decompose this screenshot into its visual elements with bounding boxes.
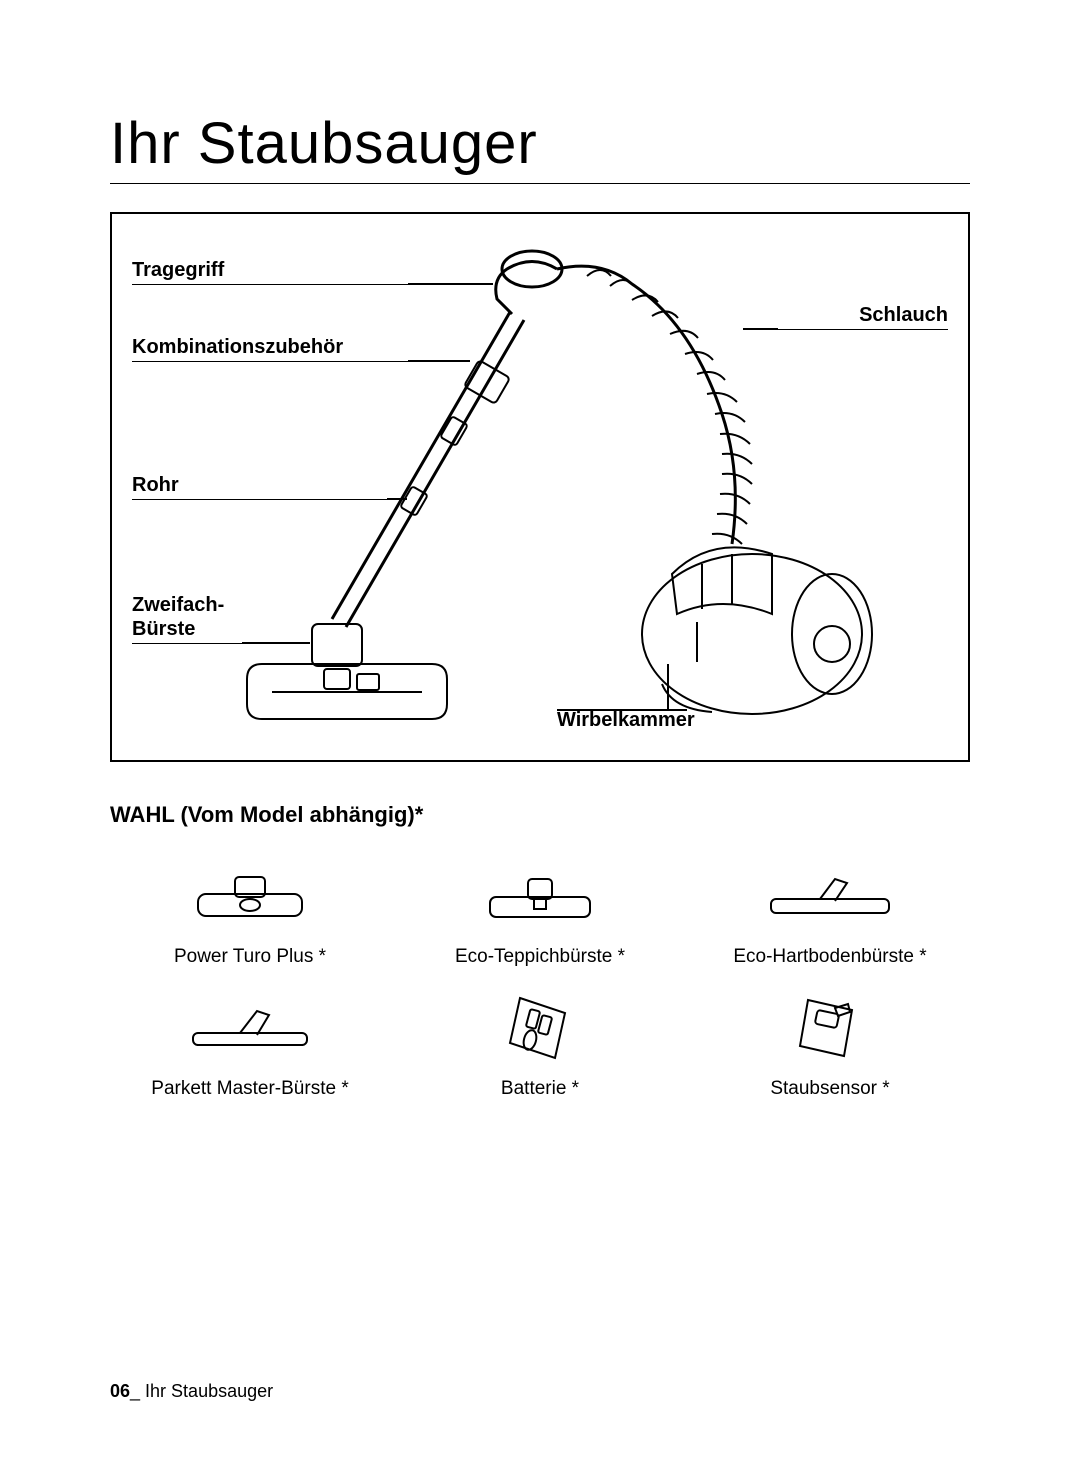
label-hose: Schlauch bbox=[778, 304, 948, 330]
footer-page-number: 06 bbox=[110, 1381, 130, 1401]
leader-hose bbox=[743, 328, 778, 330]
eco-carpet-brush-icon bbox=[480, 856, 600, 936]
accessory-item: Eco-Teppichbürste * bbox=[400, 856, 680, 968]
accessory-label: Power Turo Plus * bbox=[174, 946, 326, 968]
label-handle: Tragegriff bbox=[132, 259, 408, 285]
accessories-grid: Power Turo Plus * Eco-Teppichbürste * Ec… bbox=[110, 856, 970, 1100]
page-title: Ihr Staubsauger bbox=[110, 110, 970, 184]
accessory-label: Staubsensor * bbox=[770, 1078, 889, 1100]
page-footer: 06_ Ihr Staubsauger bbox=[110, 1381, 273, 1402]
label-cyclone: Wirbelkammer bbox=[557, 709, 695, 734]
power-turo-plus-icon bbox=[190, 856, 310, 936]
accessory-item: Parkett Master-Bürste * bbox=[110, 988, 390, 1100]
leader-cyclone-v bbox=[667, 664, 669, 709]
accessory-item: Eco-Hartbodenbürste * bbox=[690, 856, 970, 968]
accessory-item: Batterie * bbox=[400, 988, 680, 1100]
label-tube: Rohr bbox=[132, 474, 387, 500]
label-dual-brush-2: Bürste bbox=[132, 618, 242, 644]
parquet-master-brush-icon bbox=[185, 988, 315, 1068]
leader-handle bbox=[408, 283, 493, 285]
dust-sensor-icon bbox=[790, 988, 870, 1068]
vacuum-diagram: Tragegriff Kombinationszubehör Rohr Zwei… bbox=[110, 212, 970, 762]
footer-sep: _ bbox=[130, 1381, 145, 1401]
accessory-label: Eco-Hartbodenbürste * bbox=[733, 946, 926, 968]
page: Ihr Staubsauger bbox=[0, 0, 1080, 1472]
accessory-label: Eco-Teppichbürste * bbox=[455, 946, 625, 968]
eco-hardfloor-brush-icon bbox=[765, 856, 895, 936]
accessory-label: Parkett Master-Bürste * bbox=[151, 1078, 348, 1100]
label-combo-accessory: Kombinationszubehör bbox=[132, 336, 408, 362]
accessory-item: Staubsensor * bbox=[690, 988, 970, 1100]
footer-section: Ihr Staubsauger bbox=[145, 1381, 273, 1401]
leader-combo bbox=[408, 360, 470, 362]
leader-cyclone-h bbox=[557, 709, 687, 711]
leader-brush bbox=[242, 642, 310, 644]
accessory-label: Batterie * bbox=[501, 1078, 579, 1100]
battery-icon bbox=[500, 988, 580, 1068]
accessory-item: Power Turo Plus * bbox=[110, 856, 390, 968]
options-heading: WAHL (Vom Model abhängig)* bbox=[110, 802, 970, 828]
leader-tube bbox=[387, 498, 407, 500]
label-dual-brush-1: Zweifach- bbox=[132, 594, 224, 619]
